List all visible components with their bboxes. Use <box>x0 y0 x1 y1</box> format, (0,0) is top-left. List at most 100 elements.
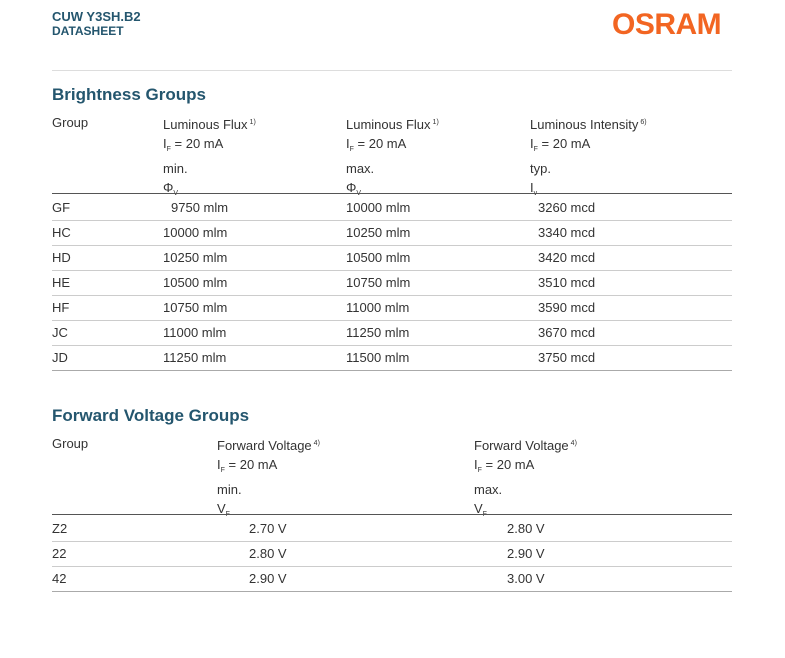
flux-min: 9750 mlm <box>171 200 229 215</box>
group-code: HE <box>52 275 71 290</box>
condition-symbol: I <box>346 136 350 151</box>
flux-min: 11000 mlm <box>163 325 227 340</box>
footnote-ref: 4) <box>313 440 320 447</box>
condition-subscript: F <box>166 146 171 153</box>
brightness-group-header: Group <box>52 115 89 130</box>
condition-subscript: F <box>533 146 538 153</box>
group-code: JD <box>52 350 68 365</box>
condition-subscript: F <box>349 146 354 153</box>
voltage-max: 2.90 V <box>507 546 545 561</box>
product-name: CUW Y3SH.B2 <box>52 9 141 24</box>
condition-subscript: F <box>477 467 482 474</box>
condition-symbol: I <box>530 136 534 151</box>
intensity-typ: 3260 mcd <box>538 200 596 215</box>
document-type: DATASHEET <box>52 24 124 38</box>
row-divider <box>52 295 732 296</box>
table-row: HD 10250 mlm 10500 mlm 3420 mcd <box>52 245 732 270</box>
column-stat: max. <box>474 482 503 497</box>
brightness-groups-title: Brightness Groups <box>52 85 206 104</box>
table-row: HF 10750 mlm 11000 mlm 3590 mcd <box>52 295 732 320</box>
flux-max: 11500 mlm <box>346 350 410 365</box>
footnote-ref: 4) <box>570 440 577 447</box>
condition-value: = 20 mA <box>224 457 278 472</box>
flux-min: 11250 mlm <box>163 350 227 365</box>
row-divider <box>52 566 732 567</box>
group-code: Z2 <box>52 521 68 536</box>
intensity-typ: 3670 mcd <box>538 325 596 340</box>
row-divider <box>52 541 732 542</box>
table-row: JC 11000 mlm 11250 mlm 3670 mcd <box>52 320 732 345</box>
table-row: GF 9750 mlm 10000 mlm 3260 mcd <box>52 195 732 220</box>
voltage-min: 2.70 V <box>249 521 287 536</box>
row-divider <box>52 245 732 246</box>
table-row: HC 10000 mlm 10250 mlm 3340 mcd <box>52 220 732 245</box>
flux-max: 10750 mlm <box>346 275 411 290</box>
table-row: 42 2.90 V 3.00 V <box>52 566 732 591</box>
group-code: GF <box>52 200 71 215</box>
row-divider <box>52 270 732 271</box>
column-name: Forward Voltage <box>474 438 569 453</box>
column-name: Forward Voltage <box>217 438 312 453</box>
quantity-symbol: Φ <box>346 180 357 195</box>
intensity-typ: 3420 mcd <box>538 250 596 265</box>
voltage-max: 2.80 V <box>507 521 545 536</box>
condition-symbol: I <box>163 136 167 151</box>
footnote-ref: 6) <box>640 119 647 126</box>
row-divider <box>52 320 732 321</box>
table-row: JD 11250 mlm 11500 mlm 3750 mcd <box>52 345 732 370</box>
flux-max: 10000 mlm <box>346 200 411 215</box>
group-code: HF <box>52 300 70 315</box>
voltage-max: 3.00 V <box>507 571 545 586</box>
column-stat: min. <box>217 482 242 497</box>
intensity-typ: 3590 mcd <box>538 300 596 315</box>
table-end-rule <box>52 370 732 371</box>
group-code: HC <box>52 225 71 240</box>
column-stat: typ. <box>530 161 551 176</box>
intensity-typ: 3510 mcd <box>538 275 596 290</box>
voltage-min: 2.90 V <box>249 571 287 586</box>
table-end-rule <box>52 591 732 592</box>
condition-symbol: I <box>474 457 478 472</box>
row-divider <box>52 220 732 221</box>
voltage-group-header: Group <box>52 436 89 451</box>
quantity-symbol: V <box>217 501 226 516</box>
flux-max: 11250 mlm <box>346 325 410 340</box>
column-stat: max. <box>346 161 375 176</box>
table-header-rule <box>52 514 732 515</box>
flux-max: 10500 mlm <box>346 250 411 265</box>
group-code: HD <box>52 250 71 265</box>
footnote-ref: 1) <box>432 119 439 126</box>
footnote-ref: 1) <box>249 119 256 126</box>
forward-voltage-groups-title: Forward Voltage Groups <box>52 406 250 425</box>
osram-logo: OSRAM <box>612 8 722 41</box>
condition-value: = 20 mA <box>170 136 224 151</box>
table-row: Z2 2.70 V 2.80 V <box>52 516 732 541</box>
flux-max: 11000 mlm <box>346 300 410 315</box>
column-name: Luminous Flux <box>163 117 248 132</box>
column-name: Luminous Flux <box>346 117 431 132</box>
condition-value: = 20 mA <box>481 457 535 472</box>
group-code: 22 <box>52 546 67 561</box>
flux-min: 10500 mlm <box>163 275 228 290</box>
condition-value: = 20 mA <box>537 136 591 151</box>
flux-min: 10250 mlm <box>163 250 228 265</box>
table-row: 22 2.80 V 2.90 V <box>52 541 732 566</box>
group-code: 42 <box>52 571 67 586</box>
column-stat: min. <box>163 161 188 176</box>
header-divider <box>52 70 732 71</box>
intensity-typ: 3750 mcd <box>538 350 596 365</box>
row-divider <box>52 345 732 346</box>
flux-min: 10000 mlm <box>163 225 228 240</box>
condition-value: = 20 mA <box>353 136 407 151</box>
table-row: HE 10500 mlm 10750 mlm 3510 mcd <box>52 270 732 295</box>
quantity-symbol: Φ <box>163 180 174 195</box>
flux-min: 10750 mlm <box>163 300 228 315</box>
voltage-min: 2.80 V <box>249 546 287 561</box>
table-header-rule <box>52 193 732 194</box>
group-code: JC <box>52 325 68 340</box>
